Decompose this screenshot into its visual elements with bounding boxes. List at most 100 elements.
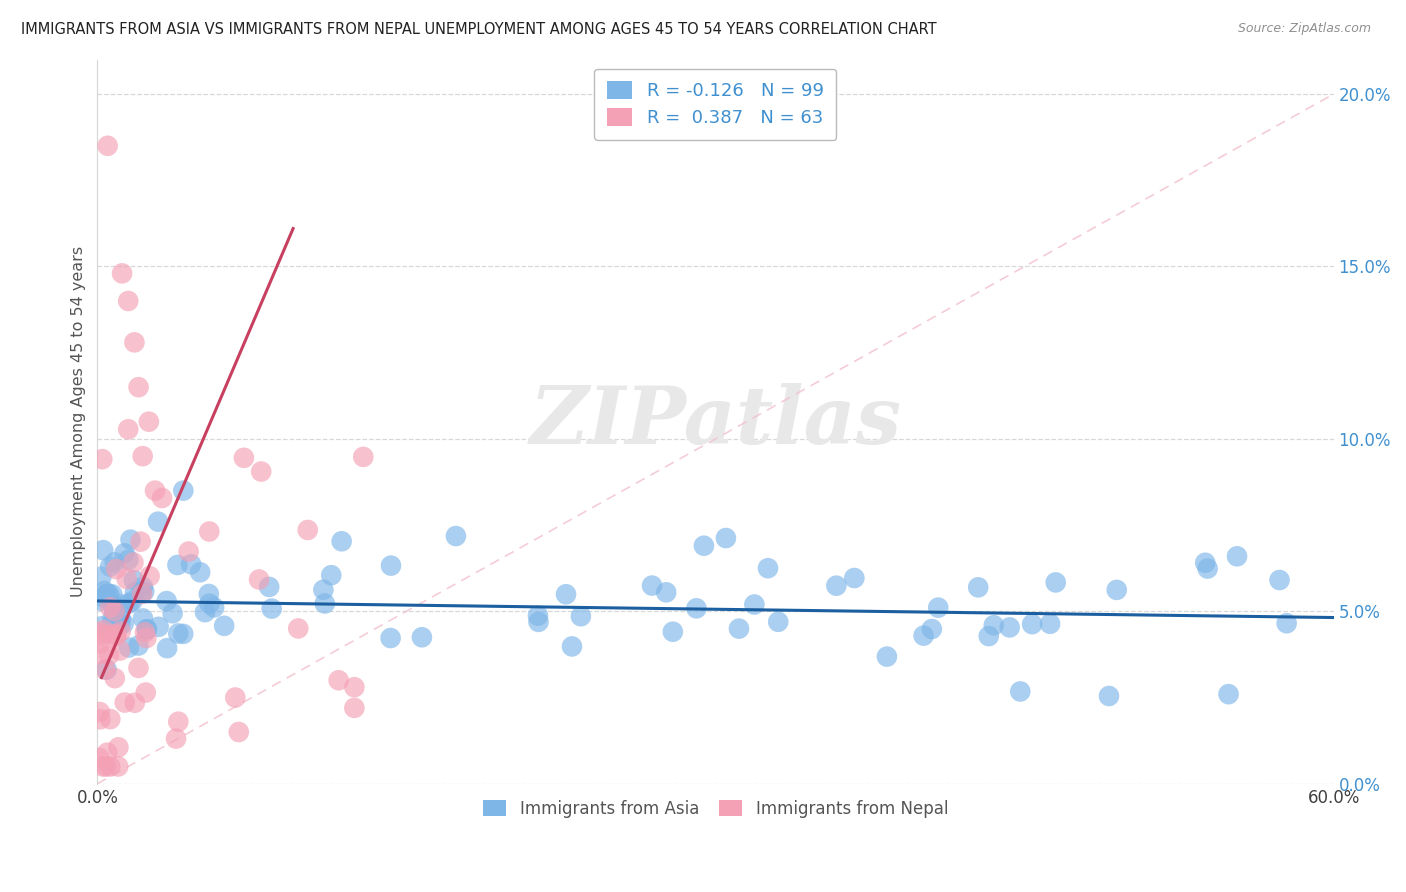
Point bbox=[247, 573, 270, 587]
Point bbox=[101, 587, 124, 601]
Point bbox=[98, 759, 121, 773]
Point bbox=[167, 626, 190, 640]
Point bbox=[91, 452, 114, 467]
Point bbox=[744, 598, 766, 612]
Point bbox=[115, 572, 138, 586]
Point bbox=[89, 751, 111, 765]
Point bbox=[146, 515, 169, 529]
Point bbox=[714, 531, 737, 545]
Point bbox=[983, 618, 1005, 632]
Point bbox=[118, 596, 141, 610]
Point bbox=[188, 566, 211, 580]
Point bbox=[117, 293, 139, 308]
Point bbox=[131, 587, 153, 601]
Point bbox=[912, 629, 935, 643]
Point bbox=[89, 705, 111, 719]
Point bbox=[561, 640, 583, 654]
Point bbox=[98, 712, 121, 726]
Point bbox=[555, 587, 578, 601]
Point bbox=[110, 624, 132, 639]
Point bbox=[1268, 573, 1291, 587]
Point bbox=[91, 628, 114, 642]
Point bbox=[380, 558, 402, 573]
Y-axis label: Unemployment Among Ages 45 to 54 years: Unemployment Among Ages 45 to 54 years bbox=[72, 246, 86, 598]
Point bbox=[297, 523, 319, 537]
Point bbox=[114, 546, 136, 560]
Point bbox=[127, 639, 149, 653]
Point bbox=[128, 380, 150, 394]
Point bbox=[90, 569, 112, 583]
Point bbox=[118, 640, 141, 655]
Point bbox=[94, 663, 117, 677]
Point bbox=[177, 544, 200, 558]
Point bbox=[93, 591, 115, 605]
Point bbox=[165, 731, 187, 746]
Point bbox=[756, 561, 779, 575]
Point bbox=[927, 600, 949, 615]
Point bbox=[93, 623, 115, 637]
Point bbox=[104, 555, 127, 569]
Point bbox=[1045, 575, 1067, 590]
Point bbox=[224, 690, 246, 705]
Point bbox=[287, 622, 309, 636]
Point bbox=[380, 631, 402, 645]
Point bbox=[103, 608, 125, 623]
Point bbox=[131, 449, 153, 463]
Point bbox=[122, 573, 145, 587]
Point bbox=[105, 562, 128, 576]
Point bbox=[998, 620, 1021, 634]
Point bbox=[96, 663, 118, 677]
Point bbox=[1105, 582, 1128, 597]
Point bbox=[124, 696, 146, 710]
Point bbox=[108, 617, 131, 632]
Point bbox=[97, 587, 120, 601]
Point bbox=[156, 641, 179, 656]
Point bbox=[143, 483, 166, 498]
Point bbox=[103, 604, 125, 618]
Point bbox=[111, 266, 134, 280]
Point bbox=[121, 594, 143, 608]
Point bbox=[844, 571, 866, 585]
Point bbox=[111, 598, 134, 612]
Point bbox=[89, 647, 111, 661]
Point bbox=[662, 624, 685, 639]
Point bbox=[162, 607, 184, 621]
Point bbox=[232, 450, 254, 465]
Point bbox=[105, 627, 128, 641]
Point bbox=[122, 556, 145, 570]
Point bbox=[352, 450, 374, 464]
Point bbox=[1021, 617, 1043, 632]
Point bbox=[124, 335, 146, 350]
Point bbox=[314, 597, 336, 611]
Point bbox=[148, 620, 170, 634]
Point bbox=[107, 740, 129, 755]
Legend: Immigrants from Asia, Immigrants from Nepal: Immigrants from Asia, Immigrants from Ne… bbox=[475, 791, 956, 826]
Point bbox=[124, 585, 146, 599]
Point bbox=[641, 578, 664, 592]
Point bbox=[876, 649, 898, 664]
Point bbox=[110, 612, 132, 626]
Point bbox=[104, 671, 127, 685]
Point bbox=[194, 605, 217, 619]
Point bbox=[91, 759, 114, 773]
Point bbox=[1098, 689, 1121, 703]
Point bbox=[135, 685, 157, 699]
Point bbox=[131, 585, 153, 599]
Point bbox=[766, 615, 789, 629]
Point bbox=[655, 585, 678, 599]
Point bbox=[728, 622, 751, 636]
Point bbox=[977, 629, 1000, 643]
Point bbox=[138, 415, 160, 429]
Point bbox=[98, 559, 121, 574]
Point bbox=[257, 580, 280, 594]
Point bbox=[527, 608, 550, 623]
Point bbox=[321, 568, 343, 582]
Point bbox=[134, 584, 156, 599]
Text: IMMIGRANTS FROM ASIA VS IMMIGRANTS FROM NEPAL UNEMPLOYMENT AMONG AGES 45 TO 54 Y: IMMIGRANTS FROM ASIA VS IMMIGRANTS FROM … bbox=[21, 22, 936, 37]
Point bbox=[1197, 561, 1219, 575]
Point bbox=[96, 746, 118, 760]
Point bbox=[198, 597, 221, 611]
Point bbox=[527, 615, 550, 629]
Text: ZIPatlas: ZIPatlas bbox=[530, 383, 901, 460]
Point bbox=[117, 553, 139, 567]
